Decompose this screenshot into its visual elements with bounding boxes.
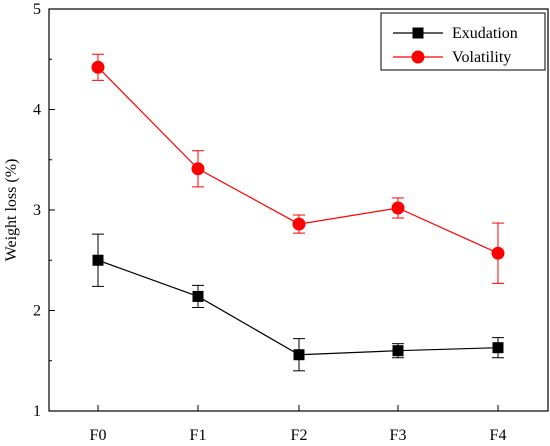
data-point bbox=[392, 345, 404, 357]
x-tick-label: F2 bbox=[291, 427, 308, 444]
x-tick-label: F0 bbox=[90, 427, 107, 444]
legend-marker bbox=[412, 27, 424, 39]
series-exudation bbox=[92, 233, 504, 372]
data-point bbox=[491, 246, 505, 260]
x-tick-label: F3 bbox=[390, 427, 407, 444]
data-point bbox=[292, 217, 306, 231]
legend-marker bbox=[411, 50, 425, 64]
legend-label: Volatility bbox=[452, 49, 511, 66]
data-point bbox=[91, 60, 105, 74]
y-tick-label: 3 bbox=[33, 202, 41, 219]
x-ticks-layer: F0 F1 F2 F3 F4 bbox=[90, 405, 507, 444]
data-point bbox=[391, 201, 405, 215]
x-tick-label: F1 bbox=[190, 427, 207, 444]
data-point bbox=[92, 254, 104, 266]
data-point bbox=[492, 342, 504, 354]
y-tick-label: 1 bbox=[33, 403, 41, 420]
y-axis-title: Weight loss (%) bbox=[3, 159, 20, 262]
y-tick-label: 5 bbox=[33, 1, 41, 18]
series-layer bbox=[91, 53, 505, 372]
y-tick-label: 2 bbox=[33, 303, 41, 320]
data-point bbox=[293, 349, 305, 361]
legend-label: Exudation bbox=[452, 25, 518, 42]
y-tick-label: 4 bbox=[33, 102, 41, 119]
data-point bbox=[191, 162, 205, 176]
legend-layer: Exudation Volatility bbox=[380, 12, 546, 71]
data-point bbox=[192, 290, 204, 302]
series-line bbox=[97, 259, 499, 356]
y-ticks-layer: 1 2 3 4 5 bbox=[33, 1, 55, 420]
series-volatility bbox=[91, 53, 505, 284]
x-tick-label: F4 bbox=[490, 427, 507, 444]
legend-box bbox=[380, 12, 546, 71]
